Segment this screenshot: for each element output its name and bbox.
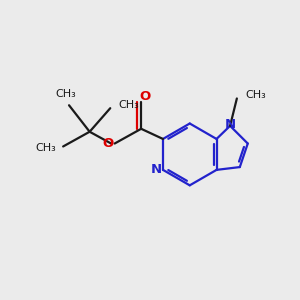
Text: N: N	[151, 164, 162, 176]
Text: CH₃: CH₃	[56, 89, 76, 99]
Text: O: O	[139, 91, 150, 103]
Text: CH₃: CH₃	[118, 100, 139, 110]
Text: O: O	[103, 137, 114, 150]
Text: CH₃: CH₃	[245, 90, 266, 100]
Text: CH₃: CH₃	[35, 143, 56, 153]
Text: N: N	[224, 118, 236, 131]
